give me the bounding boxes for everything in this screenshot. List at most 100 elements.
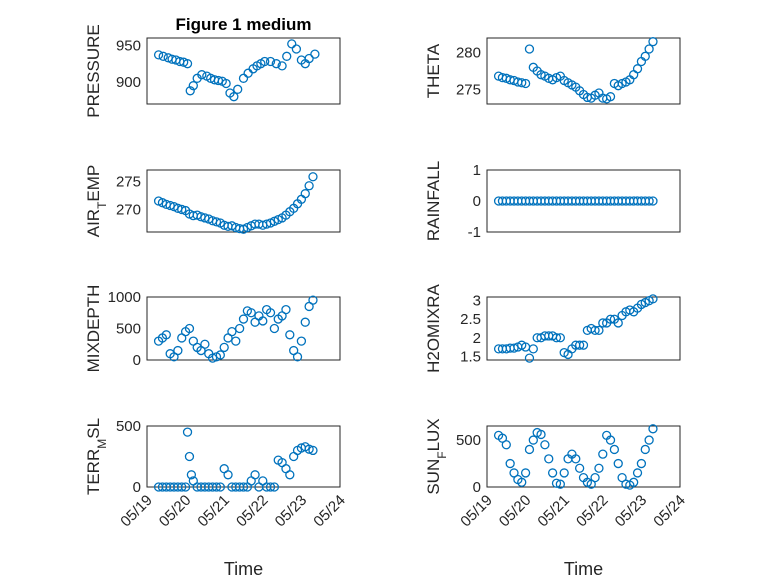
data-point: [505, 458, 515, 469]
y-axis-label: TERRMSL: [84, 418, 109, 495]
data-point: [304, 181, 314, 191]
data-point: [551, 333, 562, 343]
chart-title: Figure 1 medium: [175, 15, 311, 34]
data-point: [304, 444, 314, 454]
y-tick-label: 0: [133, 479, 141, 496]
y-tick-label: 900: [116, 74, 141, 91]
data-point: [594, 325, 604, 336]
axes-frame: [146, 37, 341, 105]
data-point: [223, 470, 233, 480]
y-axis-label: RAINFALL: [424, 161, 443, 241]
y-tick-label: 2: [473, 330, 481, 347]
data-point: [632, 64, 643, 74]
data-point: [186, 470, 197, 480]
data-point: [184, 451, 195, 462]
data-point: [165, 200, 175, 211]
data-point: [250, 470, 260, 480]
data-point: [517, 477, 527, 487]
data-point: [520, 468, 531, 478]
y-tick-label: 275: [116, 173, 141, 190]
data-point: [211, 482, 222, 492]
data-point: [207, 353, 218, 363]
y-tick-label: 1000: [108, 289, 141, 306]
x-tick-label: 05/24: [310, 492, 349, 531]
data-point: [277, 61, 287, 71]
data-point: [285, 470, 295, 480]
data-point: [524, 44, 535, 54]
data-point: [282, 51, 292, 61]
y-axis-label: AIRTEMP: [84, 165, 109, 238]
data-point: [233, 84, 243, 94]
x-tick-label: 05/19: [457, 492, 496, 531]
y-axis-label: PRESSURE: [84, 24, 103, 118]
data-point: [308, 445, 318, 456]
subplot-4: -1 0 1 RAINFALL: [424, 161, 681, 241]
x-tick-label: 05/22: [573, 492, 612, 531]
data-point: [238, 482, 249, 492]
y-axis-label: H2OMIXRA: [424, 283, 443, 372]
data-point: [260, 56, 270, 67]
y-tick-label: 280: [456, 45, 481, 62]
data-point: [229, 92, 239, 102]
y-axis-label: MIXDEPTH: [84, 285, 103, 373]
data-point: [528, 435, 538, 445]
data-point: [185, 86, 195, 96]
data-point: [158, 51, 168, 61]
data-point: [265, 482, 276, 492]
y-axis-label: THETA: [424, 43, 443, 98]
y-axis-label: SUNFLUX: [424, 418, 449, 494]
data-point: [555, 479, 565, 489]
y-tick-label: 3: [473, 293, 481, 310]
data-point: [227, 326, 237, 337]
data-point: [184, 323, 195, 334]
data-point: [258, 316, 268, 326]
subplot-3: 270 275 AIRTEMP: [84, 165, 341, 238]
data-point: [219, 342, 229, 353]
x-axis-label: Time: [564, 559, 603, 579]
x-tick-label: 05/21: [194, 492, 233, 531]
data-point: [215, 482, 225, 492]
data-point: [640, 51, 650, 61]
data-point: [536, 429, 546, 440]
data-point: [238, 73, 249, 83]
data-point: [520, 78, 531, 89]
x-tick-label: 05/21: [534, 492, 573, 531]
data-point: [153, 50, 164, 60]
data-point: [571, 454, 581, 464]
data-point: [578, 340, 589, 350]
x-tick-label: 05/20: [156, 492, 195, 531]
y-tick-label: 0: [133, 352, 141, 369]
data-point: [605, 435, 616, 445]
data-point: [644, 44, 654, 54]
data-point: [197, 70, 207, 80]
data-point: [296, 336, 307, 346]
data-point: [269, 323, 280, 334]
data-point: [544, 454, 554, 464]
data-point: [648, 37, 658, 47]
data-point: [211, 217, 222, 227]
data-point: [173, 345, 183, 356]
data-point: [598, 318, 608, 328]
data-point: [269, 482, 280, 492]
subplot-8: 05/19 05/20 05/21 05/22 05/23 05/24 0 500 SUNFLU…: [424, 418, 689, 579]
data-point: [308, 295, 318, 305]
axes-frame: [486, 425, 681, 488]
data-point: [590, 472, 600, 483]
data-point: [609, 444, 620, 455]
data-point: [501, 440, 511, 450]
y-tick-label: 1: [473, 162, 481, 179]
data-point: [180, 482, 191, 492]
data-point: [182, 59, 193, 69]
y-tick-label: 500: [116, 418, 141, 435]
y-tick-label: 500: [456, 432, 481, 449]
y-tick-label: -1: [468, 224, 481, 241]
data-point: [517, 78, 527, 88]
data-point: [528, 344, 538, 354]
data-point: [262, 219, 272, 229]
x-tick-label: 05/22: [233, 492, 272, 531]
data-point: [613, 318, 623, 328]
data-point: [271, 59, 281, 69]
data-point: [265, 308, 276, 318]
data-point: [605, 92, 616, 102]
